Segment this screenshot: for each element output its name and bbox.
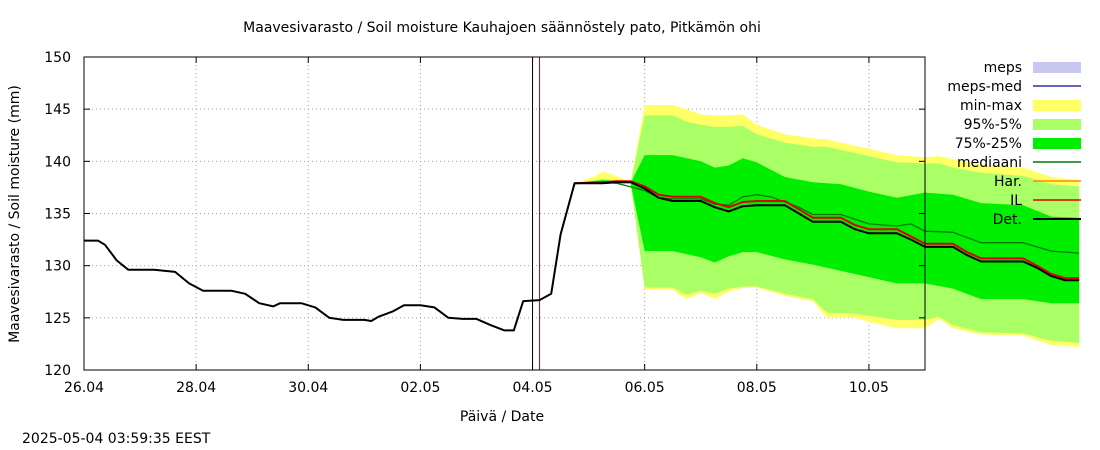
x-tick-label: 28.04 (176, 380, 216, 396)
x-tick-label: 10.05 (849, 380, 889, 396)
band-p75_25 (581, 155, 1080, 304)
legend-label-det: Det. (993, 212, 1022, 228)
y-tick-label: 150 (44, 50, 71, 66)
legend-swatch-p95_5 (1033, 119, 1081, 130)
x-axis-label: Päivä / Date (460, 409, 544, 425)
y-tick-label: 120 (44, 363, 71, 379)
marker-layer (532, 57, 541, 370)
legend-label-il: IL (1010, 193, 1022, 209)
legend-swatch-minmax (1033, 100, 1081, 111)
series-line-layer (84, 180, 1080, 332)
x-tick-label: 26.04 (64, 380, 104, 396)
series-il-line (574, 180, 1080, 280)
x-tick-label: 30.04 (288, 380, 328, 396)
y-tick-label: 130 (44, 259, 71, 275)
legend-label-p95_5: 95%-5% (964, 117, 1022, 133)
legend-label-meps_med: meps-med (947, 79, 1022, 95)
legend: meps meps-med min-max 95%-5% 75%-25% mediaani… (947, 60, 1081, 228)
x-tick-labels: 26.04 28.04 30.04 02.05 04.05 06.05 08.05 10.05 (64, 380, 889, 396)
series-det-line (84, 181, 1080, 332)
y-tick-label: 135 (44, 207, 71, 223)
y-tick-label: 125 (44, 311, 71, 327)
timestamp: 2025-05-04 03:59:35 EEST (22, 431, 211, 447)
legend-label-p75_25: 75%-25% (955, 136, 1022, 152)
y-tick-label: 145 (44, 102, 71, 118)
y-tick-label: 140 (44, 154, 71, 170)
x-tick-label: 04.05 (512, 380, 552, 396)
x-tick-label: 02.05 (400, 380, 440, 396)
tick-marks (83, 56, 925, 371)
x-tick-label: 06.05 (625, 380, 665, 396)
legend-label-har: Har. (994, 174, 1022, 190)
y-tick-labels: 120 125 130 135 140 145 150 (44, 50, 71, 379)
legend-label-meps: meps (984, 60, 1022, 76)
x-tick-label: 08.05 (737, 380, 777, 396)
legend-swatch-meps (1033, 62, 1081, 73)
band-layer (581, 105, 1080, 347)
chart-title: Maavesivarasto / Soil moisture Kauhajoen… (243, 20, 761, 36)
legend-swatch-p75_25 (1033, 138, 1081, 149)
legend-label-minmax: min-max (960, 98, 1022, 114)
legend-label-median: mediaani (957, 155, 1022, 171)
grid-lines (84, 57, 925, 370)
y-axis-label: Maavesivarasto / Soil moisture (mm) (7, 85, 23, 343)
